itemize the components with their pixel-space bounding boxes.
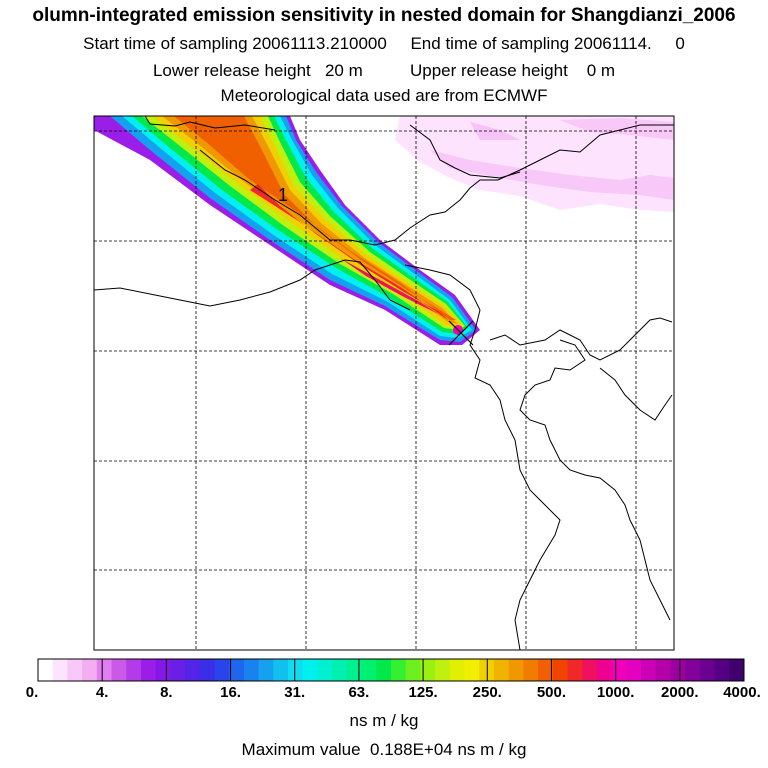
lower-release-label: Lower release height 20 m bbox=[152, 61, 363, 80]
upper-release-label: Upper release height 0 m bbox=[409, 61, 616, 80]
receptor-marker-icon bbox=[448, 320, 474, 346]
colorbar-swatch bbox=[288, 659, 304, 681]
colorbar-swatch bbox=[199, 659, 215, 681]
colorbar-swatch bbox=[96, 659, 113, 681]
colorbar-swatch bbox=[582, 659, 598, 681]
colorbar-tick-label: 250. bbox=[473, 684, 502, 701]
release-heights: Lower release height 20 m Upper release … bbox=[0, 61, 768, 81]
max-value-label: Maximum value 0.188E+04 ns m / kg bbox=[241, 740, 527, 759]
colorbar-tick-label: 0. bbox=[26, 684, 39, 701]
colorbar-tick-label: 8. bbox=[160, 684, 173, 701]
lat-lon-grid bbox=[94, 116, 674, 650]
colorbar-swatch bbox=[567, 659, 583, 681]
colorbar-swatch bbox=[714, 659, 730, 681]
colorbar-swatch bbox=[699, 659, 716, 681]
colorbar-tick-label: 31. bbox=[284, 684, 305, 701]
colorbar-swatch bbox=[258, 659, 274, 681]
start-time-label: Start time of sampling 20061113.210000 bbox=[83, 34, 387, 53]
colorbar-swatch bbox=[508, 659, 524, 681]
sampling-times: Start time of sampling 20061113.210000 E… bbox=[0, 34, 768, 54]
chart-title: olumn-integrated emission sensitivity in… bbox=[32, 5, 736, 26]
colorbar-swatch bbox=[273, 659, 289, 681]
colorbar-swatch bbox=[552, 659, 568, 681]
colorbar-swatch bbox=[596, 659, 613, 681]
colorbar-swatch bbox=[302, 659, 318, 681]
colorbar-swatch bbox=[391, 659, 407, 681]
colorbar-swatch bbox=[729, 659, 745, 681]
met-data-label: Meteorological data used are from ECMWF bbox=[220, 86, 548, 105]
colorbar-tick-label: 125. bbox=[408, 684, 437, 701]
colorbar-swatch bbox=[214, 659, 230, 681]
end-time-label: End time of sampling 20061114. 0 bbox=[410, 34, 685, 53]
coastlines bbox=[94, 116, 674, 650]
colorbar-tick-label: 2000. bbox=[661, 684, 699, 701]
colorbar-tick-label: 4. bbox=[96, 684, 109, 701]
colorbar-tick-label: 63. bbox=[348, 684, 369, 701]
colorbar-swatch bbox=[155, 659, 171, 681]
colorbar-tick-label: 500. bbox=[537, 684, 566, 701]
colorbar-swatch bbox=[405, 659, 421, 681]
colorbar-swatch bbox=[38, 659, 54, 681]
colorbar-swatch bbox=[317, 659, 333, 681]
colorbar-swatch bbox=[111, 659, 127, 681]
background-emission bbox=[395, 116, 674, 212]
colorbar-swatch bbox=[449, 659, 466, 681]
colorbar-swatch bbox=[332, 659, 348, 681]
colorbar-swatch bbox=[685, 659, 701, 681]
colorbar-swatch bbox=[126, 659, 142, 681]
colorbar-swatch bbox=[243, 659, 260, 681]
map-area bbox=[94, 116, 674, 650]
plume-label: 1 bbox=[278, 185, 288, 205]
colorbar-swatch bbox=[464, 659, 480, 681]
colorbar-tick-label: 4000. bbox=[723, 684, 761, 701]
colorbar-swatch bbox=[346, 659, 363, 681]
colorbar-swatch bbox=[493, 659, 510, 681]
plume-band bbox=[174, 116, 456, 320]
colorbar-frame bbox=[37, 658, 745, 682]
colorbar-swatch bbox=[435, 659, 451, 681]
colorbar-swatch bbox=[185, 659, 201, 681]
colorbar-ticks: 0. 4. 8. 16. 31. 63. 125. 250. 500. 1000. 2000. 400… bbox=[26, 659, 761, 701]
colorbar-swatch bbox=[641, 659, 657, 681]
colorbar-swatch bbox=[170, 659, 186, 681]
map-frame bbox=[93, 115, 675, 651]
colorbar-tick-label: 1000. bbox=[597, 684, 635, 701]
colorbar-swatch bbox=[523, 659, 539, 681]
colorbar-swatch bbox=[140, 659, 157, 681]
colorbar-swatch bbox=[67, 659, 83, 681]
colorbar-swatch bbox=[229, 659, 245, 681]
colorbar-swatch bbox=[538, 659, 554, 681]
colorbar-swatch bbox=[626, 659, 642, 681]
colorbar-swatch bbox=[655, 659, 671, 681]
colorbar-unit: ns m / kg bbox=[349, 711, 419, 730]
colorbar bbox=[38, 659, 745, 681]
colorbar-tick-label: 16. bbox=[220, 684, 241, 701]
colorbar-swatch bbox=[361, 659, 377, 681]
colorbar-swatch bbox=[52, 659, 68, 681]
colorbar-swatch bbox=[611, 659, 627, 681]
colorbar-swatch bbox=[420, 659, 436, 681]
colorbar-swatch bbox=[82, 659, 98, 681]
colorbar-swatch bbox=[670, 659, 686, 681]
colorbar-swatch bbox=[376, 659, 392, 681]
emission-plume bbox=[94, 116, 480, 345]
plume-band bbox=[250, 184, 448, 320]
plume-band bbox=[340, 258, 450, 322]
